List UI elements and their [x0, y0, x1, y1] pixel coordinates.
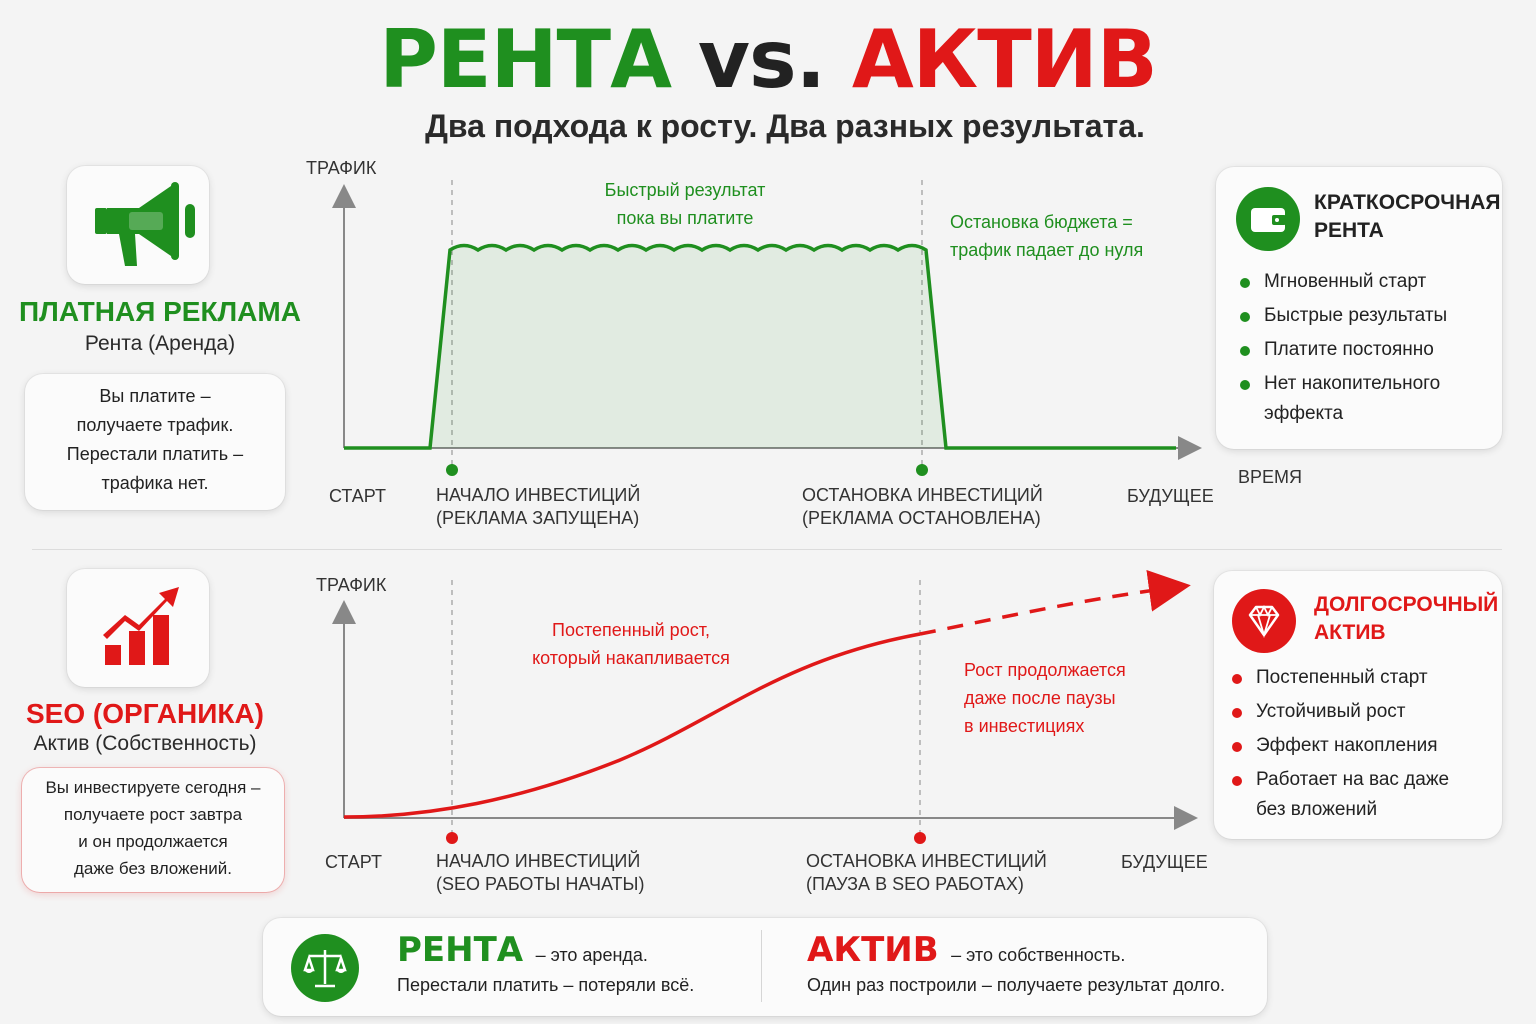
seo-stop-marker	[914, 832, 926, 844]
paid-tick-invest: НАЧАЛО ИНВЕСТИЦИЙ (РЕКЛАМА ЗАПУЩЕНА)	[436, 484, 640, 530]
tick-line: ОСТАНОВКА ИНВЕСТИЦИЙ	[806, 851, 1047, 871]
seo-tick-future: БУДУЩЕЕ	[1121, 852, 1208, 872]
seo-subtitle: Актив (Собственность)	[33, 732, 257, 755]
seo-growth-line	[343, 632, 921, 819]
tick-line: (РЕКЛАМА ОСТАНОВЛЕНА)	[802, 508, 1041, 528]
seo-description-card: Вы инвестируете сегодня – получаете рост…	[22, 768, 284, 892]
asset-summary: АКТИВ – это собственность.	[807, 930, 1125, 970]
seo-annotation-mid: Постепенный рост, который накапливается	[526, 616, 736, 672]
info-title-line: РЕНТА	[1314, 219, 1384, 242]
asset-definition: – это собственность.	[951, 945, 1126, 965]
seo-info-title: ДОЛГОСРОЧНЫЙ АКТИВ	[1314, 591, 1498, 647]
asset-word: АКТИВ	[807, 930, 939, 970]
paid-x-label: ВРЕМЯ	[1238, 467, 1303, 487]
paid-desc-line: Перестали платить –	[66, 444, 244, 464]
annotation-line: даже после паузы	[964, 688, 1116, 708]
annotation-line: который накапливается	[532, 648, 730, 668]
paid-desc-line: получаете трафик.	[76, 415, 234, 435]
summary-card: РЕНТА – это аренда. Перестали платить – …	[263, 918, 1267, 1016]
annotation-line: пока вы платите	[616, 208, 754, 228]
info-title-line: АКТИВ	[1314, 621, 1386, 644]
paid-traffic-line	[344, 243, 1176, 450]
wallet-icon	[1236, 187, 1300, 251]
seo-y-label: ТРАФИК	[316, 575, 387, 595]
rent-word: РЕНТА	[397, 930, 524, 970]
paid-traffic-area	[344, 245, 946, 448]
seo-desc-line: получаете рост завтра	[63, 805, 243, 824]
title-rent: РЕНТА	[379, 13, 672, 106]
diamond-icon	[1232, 589, 1296, 653]
seo-desc-line: и он продолжается	[78, 832, 228, 851]
seo-tick-invest: НАЧАЛО ИНВЕСТИЦИЙ (SEO РАБОТЫ НАЧАТЫ)	[436, 850, 644, 896]
megaphone-icon-box	[67, 166, 209, 284]
tick-line: НАЧАЛО ИНВЕСТИЦИЙ	[436, 485, 641, 505]
seo-desc-line: Вы инвестируете сегодня –	[45, 778, 261, 797]
tick-line: (ПАУЗА В SEO РАБОТАХ)	[806, 874, 1024, 894]
tick-line: (SEO РАБОТЫ НАЧАТЫ)	[436, 874, 645, 894]
paid-invest-marker	[446, 464, 458, 476]
paid-title: ПЛАТНАЯ РЕКЛАМА	[19, 296, 301, 327]
scales-icon	[291, 934, 359, 1002]
annotation-line: Быстрый результат	[604, 180, 766, 200]
paid-annotation-top: Быстрый результат пока вы платите	[585, 176, 785, 232]
seo-tick-stop: ОСТАНОВКА ИНВЕСТИЦИЙ (ПАУЗА В SEO РАБОТА…	[806, 850, 1047, 896]
list-item: Работает на вас даже без вложений	[1230, 765, 1480, 825]
list-item: Постепенный старт	[1230, 663, 1480, 693]
list-item: Мгновенный старт	[1238, 267, 1488, 297]
annotation-line: Остановка бюджета =	[950, 212, 1133, 232]
list-item: Платите постоянно	[1238, 335, 1488, 365]
growth-chart-icon	[103, 587, 179, 665]
seo-invest-marker	[446, 832, 458, 844]
paid-stop-marker	[916, 464, 928, 476]
annotation-line: Рост продолжается	[964, 660, 1126, 680]
page-title: РЕНТА vs. АКТИВ	[0, 12, 1536, 108]
tick-line: (РЕКЛАМА ЗАПУЩЕНА)	[436, 508, 640, 528]
rent-summary: РЕНТА – это аренда.	[397, 930, 648, 970]
page-subtitle: Два подхода к росту. Два разных результа…	[425, 108, 1145, 144]
seo-info-card: ДОЛГОСРОЧНЫЙ АКТИВ Постепенный старт Уст…	[1214, 571, 1502, 839]
seo-desc-line: даже без вложений.	[73, 859, 232, 878]
paid-info-card: КРАТКОСРОЧНАЯ РЕНТА Мгновенный старт Быс…	[1216, 167, 1502, 449]
annotation-line: трафик падает до нуля	[950, 240, 1144, 260]
rent-line: Перестали платить – потеряли всё.	[397, 975, 695, 995]
title-vs: vs.	[697, 13, 826, 106]
annotation-line: Постепенный рост,	[552, 620, 710, 640]
asset-line: Один раз построили – получаете результат…	[807, 975, 1226, 995]
rent-definition: – это аренда.	[535, 945, 648, 965]
paid-tick-stop: ОСТАНОВКА ИНВЕСТИЦИЙ (РЕКЛАМА ОСТАНОВЛЕН…	[802, 484, 1043, 530]
annotation-line: в инвестициях	[964, 716, 1085, 736]
list-item: Эффект накопления	[1230, 731, 1480, 761]
tick-line: НАЧАЛО ИНВЕСТИЦИЙ	[436, 851, 641, 871]
paid-annotation-right: Остановка бюджета = трафик падает до нул…	[950, 208, 1143, 264]
growth-icon-box	[67, 569, 209, 687]
paid-info-title: КРАТКОСРОЧНАЯ РЕНТА	[1314, 189, 1501, 245]
megaphone-icon	[95, 182, 195, 266]
paid-desc-line: трафика нет.	[101, 473, 209, 493]
seo-info-list: Постепенный старт Устойчивый рост Эффект…	[1230, 663, 1480, 829]
seo-title: SEO (ОРГАНИКА)	[26, 698, 264, 729]
list-item: Быстрые результаты	[1238, 301, 1488, 331]
section-divider	[32, 549, 1502, 550]
info-title-line: КРАТКОСРОЧНАЯ	[1314, 191, 1501, 214]
title-asset: АКТИВ	[851, 13, 1158, 106]
seo-annotation-right: Рост продолжается даже после паузы в инв…	[964, 656, 1126, 740]
tick-line: ОСТАНОВКА ИНВЕСТИЦИЙ	[802, 485, 1043, 505]
paid-tick-future: БУДУЩЕЕ	[1127, 486, 1214, 506]
seo-growth-continuation	[919, 569, 1191, 636]
seo-tick-start: СТАРТ	[325, 852, 382, 872]
paid-tick-start: СТАРТ	[329, 486, 386, 506]
list-item: Нет накопительного эффекта	[1238, 369, 1488, 429]
paid-info-list: Мгновенный старт Быстрые результаты Плат…	[1238, 267, 1488, 433]
list-item: Устойчивый рост	[1230, 697, 1480, 727]
paid-subtitle: Рента (Аренда)	[84, 332, 236, 355]
paid-desc-line: Вы платите –	[99, 386, 211, 406]
paid-y-label: ТРАФИК	[306, 158, 377, 178]
paid-description-card: Вы платите – получаете трафик. Перестали…	[25, 374, 285, 510]
info-title-line: ДОЛГОСРОЧНЫЙ	[1314, 593, 1499, 616]
summary-divider	[761, 930, 762, 1002]
